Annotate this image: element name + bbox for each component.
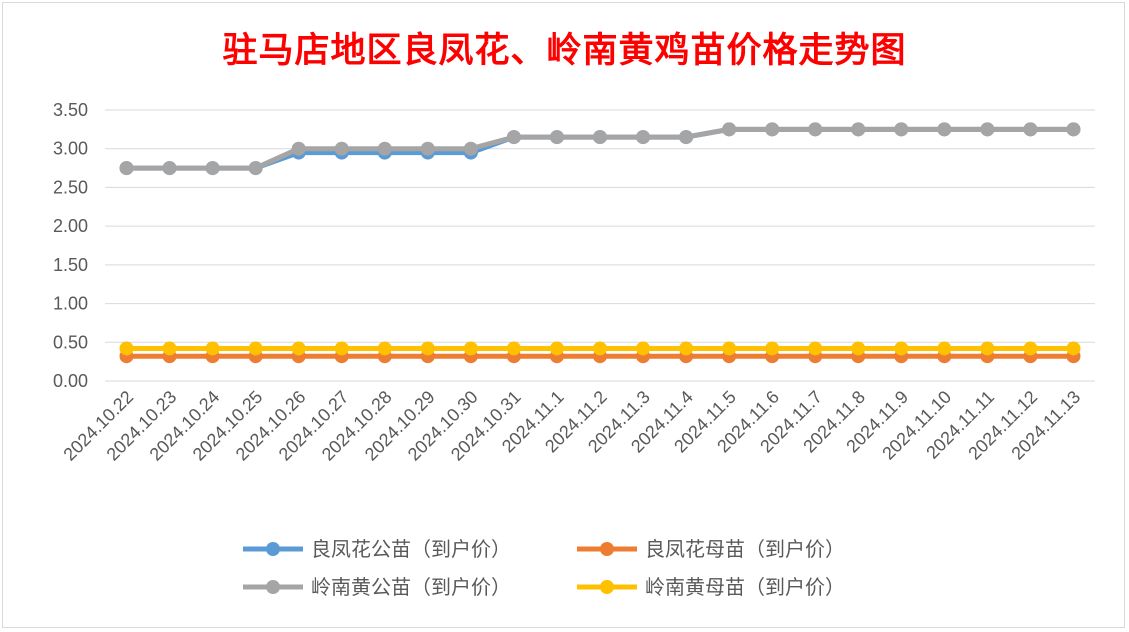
data-point [636,341,651,356]
x-axis-tick-labels: 2024.10.222024.10.232024.10.242024.10.25… [60,387,1085,465]
data-point [248,341,263,356]
data-point [937,122,952,137]
legend-entry: 良凤花公苗（到户价） [243,537,511,561]
legend-label: 岭南黄母苗（到户价） [645,575,845,599]
data-point [549,130,564,145]
chart-title: 驻马店地区良凤花、岭南黄鸡苗价格走势图 [222,30,907,71]
data-point [549,341,564,356]
data-point [119,161,134,176]
data-point [722,341,737,356]
data-point [1066,122,1081,137]
legend-label: 良凤花母苗（到户价） [645,537,845,561]
series-4 [119,341,1081,356]
legend-marker [600,542,614,556]
data-point [463,141,478,156]
legend-label: 良凤花公苗（到户价） [311,537,511,561]
data-point [334,141,349,156]
data-point [765,122,780,137]
y-tick-label: 1.50 [53,255,88,275]
data-point [765,341,780,356]
data-point [679,341,694,356]
series-lines [119,122,1081,364]
data-point [894,122,909,137]
data-point [593,130,607,145]
series-3 [119,122,1081,176]
data-point [1066,341,1081,356]
legend: 良凤花公苗（到户价） 良凤花母苗（到户价） 岭南黄公苗（到户价） 岭南黄母苗（到户价） [243,537,845,599]
data-point [334,341,349,356]
legend-label: 岭南黄公苗（到户价） [311,575,511,599]
legend-marker [600,580,614,594]
legend-marker [266,542,280,556]
data-point [980,122,995,137]
data-point [205,161,220,176]
data-point [679,130,694,145]
y-axis-tick-labels: 0.00 0.50 1.00 1.50 2.00 2.50 3.00 3.50 [53,100,88,391]
data-point [1023,341,1038,356]
legend-entry: 岭南黄母苗（到户价） [577,575,845,599]
data-point [937,341,952,356]
data-point [808,341,823,356]
data-point [291,341,306,356]
data-point [506,341,521,356]
data-point [506,130,521,145]
data-point [162,161,177,176]
data-point [162,341,177,356]
data-point [1023,122,1038,137]
data-point [808,122,823,137]
data-point [636,130,651,145]
y-tick-label: 2.00 [53,216,88,236]
data-point [377,341,392,356]
legend-marker [266,580,280,594]
data-point [420,141,435,156]
gridlines [105,109,1095,382]
data-point [119,341,134,356]
data-point [980,341,995,356]
y-tick-label: 3.50 [53,100,88,120]
data-point [291,141,306,156]
data-point [377,141,392,156]
legend-entry: 良凤花母苗（到户价） [577,537,845,561]
y-tick-label: 1.00 [53,294,88,314]
data-point [463,341,478,356]
legend-entry: 岭南黄公苗（到户价） [243,575,511,599]
data-point [722,122,737,137]
data-point [851,341,866,356]
data-point [248,161,263,176]
data-point [420,341,435,356]
data-point [851,122,866,137]
data-point [894,341,909,356]
data-point [593,341,607,356]
y-tick-label: 0.50 [53,332,88,352]
y-tick-label: 2.50 [53,177,88,197]
y-tick-label: 0.00 [53,371,88,391]
y-tick-label: 3.00 [53,139,88,159]
data-point [205,341,220,356]
